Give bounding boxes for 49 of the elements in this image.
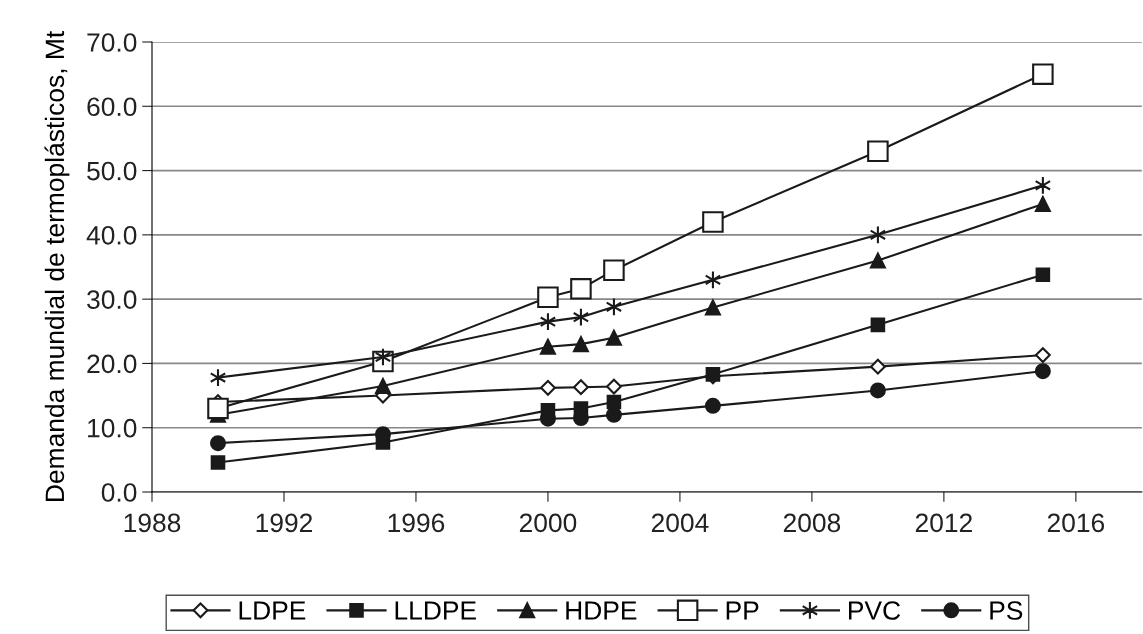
legend-label: PS xyxy=(990,601,1023,620)
legend-label: HDPE xyxy=(566,601,637,620)
point xyxy=(867,140,889,163)
point xyxy=(374,377,391,394)
y-tick-label: 10.0 xyxy=(88,418,137,438)
y-tick-label: 60.0 xyxy=(87,97,137,117)
x-tick-label: 2012 xyxy=(915,513,972,533)
point xyxy=(606,378,622,395)
y-tick-label: 50.0 xyxy=(87,161,137,181)
point xyxy=(702,211,724,233)
y-axis-title: Demanda mundial de termoplásticos, Mt xyxy=(44,31,70,501)
point xyxy=(603,259,625,281)
point xyxy=(869,382,886,399)
x-tick-label: 1988 xyxy=(124,513,181,533)
legend-label: LDPE xyxy=(239,601,306,620)
y-tick-label: 20.0 xyxy=(87,354,137,374)
point xyxy=(572,336,589,353)
x-tick-label: 1996 xyxy=(388,513,445,533)
point xyxy=(573,379,589,396)
legend-label: PVC xyxy=(849,601,901,620)
y-tick-label: 40.0 xyxy=(86,225,137,245)
point xyxy=(1035,267,1051,282)
point xyxy=(869,252,886,269)
point xyxy=(870,317,886,333)
point xyxy=(869,358,886,375)
point xyxy=(539,338,556,355)
x-tick-label: 1992 xyxy=(256,513,313,533)
point xyxy=(1034,196,1051,212)
point xyxy=(207,397,229,420)
y-tick-label: 70.0 xyxy=(87,33,137,52)
point xyxy=(210,435,226,452)
x-tick-label: 2016 xyxy=(1047,513,1105,533)
point xyxy=(1034,363,1051,380)
point xyxy=(704,299,721,316)
y-tick-label: 30.0 xyxy=(87,290,137,309)
legend-label: LLDPE xyxy=(395,601,476,620)
legend-label: PP xyxy=(726,601,759,620)
y-tick-label: 0.0 xyxy=(101,483,137,502)
point xyxy=(605,329,622,346)
x-tick-label: 2004 xyxy=(651,513,709,533)
point xyxy=(1032,63,1054,85)
point xyxy=(1034,347,1051,363)
x-tick-label: 2000 xyxy=(519,513,577,533)
point xyxy=(537,286,559,308)
point xyxy=(210,455,226,470)
point xyxy=(540,379,556,396)
x-tick-label: 2008 xyxy=(783,513,841,533)
point xyxy=(570,278,592,300)
point xyxy=(704,397,721,414)
